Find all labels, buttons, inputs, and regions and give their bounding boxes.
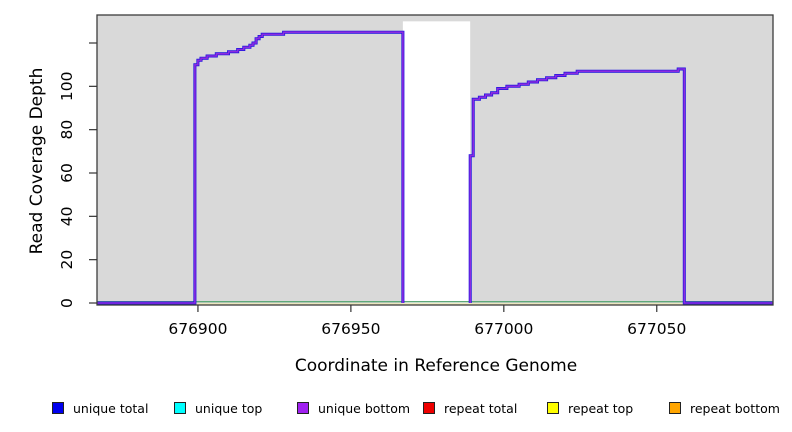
gap-region	[402, 21, 471, 305]
legend-swatch-icon	[423, 402, 435, 414]
y-tick-label: 20	[58, 250, 76, 270]
legend-item-unique-bottom: unique bottom	[297, 398, 410, 418]
legend-label: unique bottom	[318, 400, 411, 416]
legend-item-unique-top: unique top	[174, 398, 262, 418]
legend-label: repeat total	[444, 400, 518, 416]
legend-item-unique-total: unique total	[52, 398, 148, 418]
y-tick-label: 40	[58, 206, 76, 226]
legend-swatch-icon	[297, 402, 309, 414]
y-axis-title: Read Coverage Depth	[27, 67, 47, 255]
y-tick-label: 0	[58, 298, 76, 308]
coverage-plot: 676900 676950 677000 677050 0 20 40 60 80 100	[58, 14, 774, 338]
y-tick-label: 80	[58, 120, 76, 140]
legend-item-repeat-top: repeat top	[547, 398, 633, 418]
legend-label: repeat top	[568, 400, 634, 416]
series-unique-bottom-line	[97, 31, 404, 304]
legend: unique total unique top unique bottom repea…	[0, 398, 792, 422]
x-tick-label: 677000	[474, 320, 533, 338]
legend-label: repeat bottom	[690, 400, 780, 416]
legend-item-repeat-bottom: repeat bottom	[669, 398, 780, 418]
legend-item-repeat-total: repeat total	[423, 398, 517, 418]
x-tick-label: 676950	[321, 320, 380, 338]
x-axis-title: Coordinate in Reference Genome	[294, 356, 578, 376]
y-tick-label: 60	[58, 163, 76, 183]
legend-swatch-icon	[547, 402, 559, 414]
x-tick-label: 677050	[627, 320, 686, 338]
plot-panel-border	[96, 14, 774, 306]
y-tick-label: 100	[58, 72, 76, 102]
legend-swatch-icon	[174, 402, 186, 414]
series-unique-bottom-line	[469, 68, 773, 304]
legend-label: unique total	[73, 400, 149, 416]
x-tick-label: 676900	[168, 320, 227, 338]
legend-swatch-icon	[52, 402, 64, 414]
legend-swatch-icon	[669, 402, 681, 414]
legend-label: unique top	[195, 400, 263, 416]
